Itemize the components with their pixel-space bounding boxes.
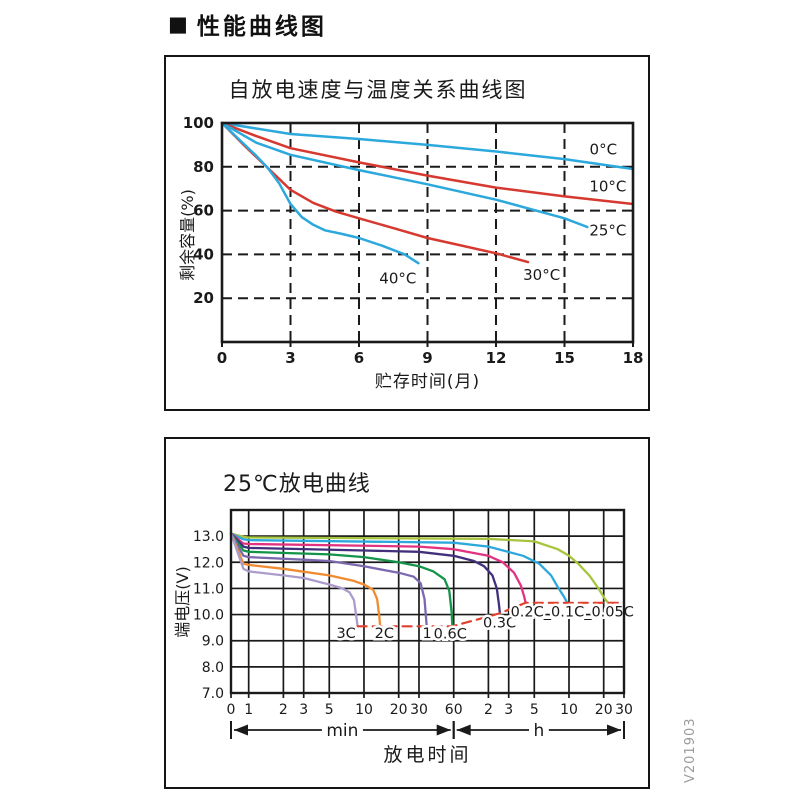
- y-tick-label: 8.0: [202, 660, 224, 676]
- x-tick-label: 30: [615, 702, 633, 718]
- y-axis-title: 剩余容量(%): [178, 189, 197, 281]
- version-code: V201903: [683, 717, 698, 783]
- x-tick-label: 5: [530, 702, 539, 718]
- arrowhead-left: [456, 724, 471, 736]
- curve-2C: [229, 532, 382, 628]
- x-tick-label: 18: [623, 349, 643, 367]
- curve-1C: [229, 532, 428, 628]
- discharge-curve-panel: 3C 2C 1C 0.6C 0.3C 0.2C_0.1C_0.05C 7.0 8.0 9.0 10…: [164, 437, 650, 789]
- y-tick-label: 80: [193, 158, 214, 176]
- curve-10°C: [220, 121, 635, 206]
- curve-25°C: [220, 121, 589, 229]
- x-tick-label: 2: [484, 702, 493, 718]
- x-tick-label: 10: [560, 702, 578, 718]
- y-tick-label: 11.0: [193, 581, 224, 597]
- curve-30°C: [220, 121, 530, 264]
- y-tick-label: 60: [193, 202, 214, 220]
- cutoff-line: [356, 601, 626, 628]
- chart-title: 自放电速度与温度关系曲线图: [229, 78, 528, 102]
- y-tick-label: 20: [193, 289, 214, 307]
- y-axis-title: 端电压(V): [173, 566, 192, 637]
- chart-title: 25℃放电曲线: [223, 472, 371, 497]
- x-tick-label: 15: [554, 349, 575, 367]
- unit-span-label-h: h: [533, 721, 544, 741]
- y-tick-label: 12.0: [193, 555, 224, 571]
- x-axis-title: 放电时间: [383, 744, 471, 766]
- curve-0.05C: [229, 532, 610, 604]
- discharge-chart: 3C 2C 1C0.6C 0.3C0.2C_0.1C_0.05C 7.0 8.0 9.0 10…: [173, 472, 636, 766]
- arrowhead-left: [234, 724, 248, 736]
- x-tick-label: 0: [227, 702, 236, 718]
- curve-0.2C: [229, 532, 527, 604]
- y-tick-label: 13.0: [193, 529, 224, 545]
- curve-label-30°C: 30°C: [523, 266, 560, 284]
- self-discharge-panel: 0°C 10°C 25°C 30°C 40°C 100 80 60 40 20 0 3 6 9 12 15 18…: [164, 55, 650, 411]
- x-axis-title: 贮存时间(月): [375, 372, 480, 392]
- unit-span-label-min: min: [326, 721, 358, 741]
- x-tick-label: 9: [422, 349, 432, 367]
- x-tick-label: 30: [410, 702, 428, 718]
- y-tick-label: 10.0: [193, 608, 224, 624]
- curve-label-25°C: 25°C: [589, 221, 626, 239]
- curve-0.1C: [229, 532, 569, 604]
- arrowhead-right: [607, 724, 621, 736]
- x-tick-label: 6: [354, 349, 364, 367]
- x-tick-label: 2: [279, 702, 288, 718]
- rate-label-1C: 1C: [422, 626, 441, 642]
- rate-label-0.6C: 0.6C: [434, 627, 467, 643]
- page-title: 性能曲线图: [196, 14, 327, 40]
- x-tick-label: 3: [285, 349, 295, 367]
- curve-40°C: [220, 121, 420, 265]
- curve-3C: [229, 532, 359, 628]
- x-tick-label: 5: [325, 702, 334, 718]
- x-tick-label: 12: [486, 349, 507, 367]
- x-tick-label: 0: [217, 349, 227, 367]
- x-tick-label: 1: [244, 702, 253, 718]
- x-tick-label: 20: [390, 702, 408, 718]
- rate-label-0.2C_0.1C_0.05C: 0.2C_0.1C_0.05C: [511, 604, 634, 620]
- rate-label-3C: 3C: [336, 626, 355, 642]
- self-discharge-chart: 0°C 10°C 25°C 30°C 40°C 100 80 60 40 20 0 3 6 9 12 15 18…: [178, 78, 643, 392]
- curve-label-40°C: 40°C: [379, 269, 416, 287]
- y-tick-label: 100: [183, 114, 214, 132]
- curve-label-0°C: 0°C: [590, 140, 618, 158]
- x-tick-label: 3: [504, 702, 513, 718]
- y-tick-label: 9.0: [202, 634, 224, 650]
- plot-border: [229, 508, 626, 695]
- curve-0.6C: [229, 532, 454, 628]
- x-tick-label: 3: [299, 702, 308, 718]
- curve-0°C: [220, 121, 635, 171]
- header-bullet-square: ■: [168, 11, 188, 36]
- page-header: ■ 性能曲线图: [168, 7, 327, 41]
- curve-label-10°C: 10°C: [589, 178, 626, 196]
- curve-0.3C: [229, 532, 502, 615]
- x-tick-label: 60: [445, 702, 463, 718]
- arrowhead-right: [436, 724, 451, 736]
- x-tick-label: 20: [595, 702, 613, 718]
- x-tick-label: 10: [355, 702, 373, 718]
- y-tick-label: 7.0: [202, 686, 224, 702]
- rate-label-0.3C: 0.3C: [483, 615, 516, 631]
- y-tick-label: 40: [193, 245, 214, 263]
- rate-label-2C: 2C: [375, 626, 394, 642]
